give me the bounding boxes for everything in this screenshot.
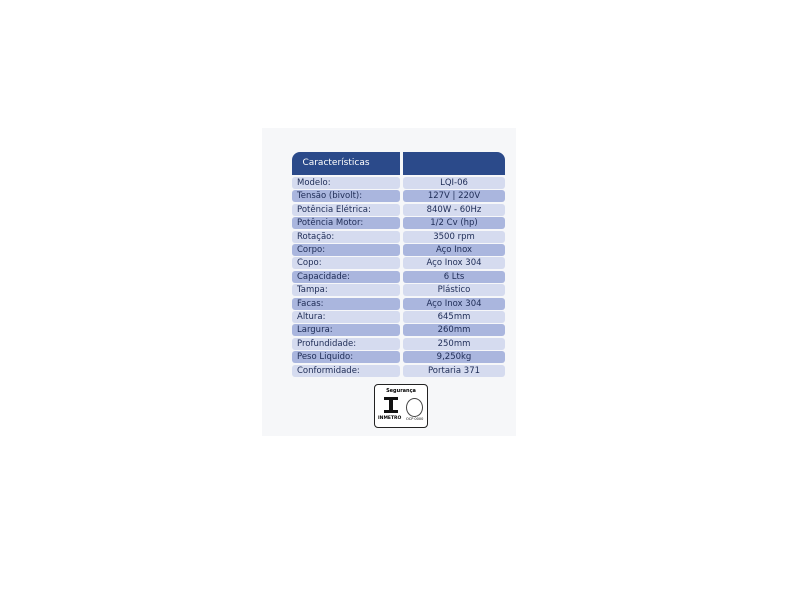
spec-value: 1/2 Cv (hp) [403,217,505,230]
logo-title: Segurança [386,388,416,394]
table-header-right [403,152,505,175]
spec-label: Copo: [292,257,400,270]
spec-label: Largura: [292,324,400,337]
inmetro-icon [384,397,398,413]
spec-value: 127V | 220V [403,190,505,203]
spec-value: Portaria 371 [403,364,505,377]
spec-value: 645mm [403,311,505,323]
seal-icon [406,398,423,417]
spec-label: Corpo: [292,244,400,256]
spec-label: Altura: [292,311,400,323]
spec-value: Plástico [403,284,505,297]
spec-label: Rotação: [292,230,400,243]
spec-label: Potência Elétrica: [292,203,400,216]
spec-value: 250mm [403,337,505,350]
spec-value: 9,250kg [403,351,505,364]
spec-value: 840W - 60Hz [403,203,505,216]
spec-label: Capacidade: [292,270,400,283]
spec-value: 3500 rpm [403,230,505,243]
spec-value: Aço Inox 304 [403,257,505,270]
spec-label: Facas: [292,297,400,310]
logo-brand: INMETRO [378,416,402,421]
spec-label: Modelo: [292,177,400,189]
spec-value: LQI-06 [403,177,505,189]
spec-label: Profundidade: [292,337,400,350]
header-title: Características [302,158,370,168]
spec-label: Potência Motor: [292,217,400,230]
table-header: Características [292,152,400,175]
spec-value: 6 Lts [403,270,505,283]
spec-label: Conformidade: [292,364,400,377]
spec-value: Aço Inox 304 [403,297,505,310]
seal-caption: OCP 0000 [406,417,424,421]
spec-label: Tensão (bivolt): [292,190,400,203]
spec-label: Peso Liquido: [292,351,400,364]
spec-label: Tampa: [292,284,400,297]
spec-value: Aço Inox [403,244,505,256]
inmetro-logo: Segurança INMETRO OCP 0000 [374,384,428,428]
spec-value: 260mm [403,324,505,337]
